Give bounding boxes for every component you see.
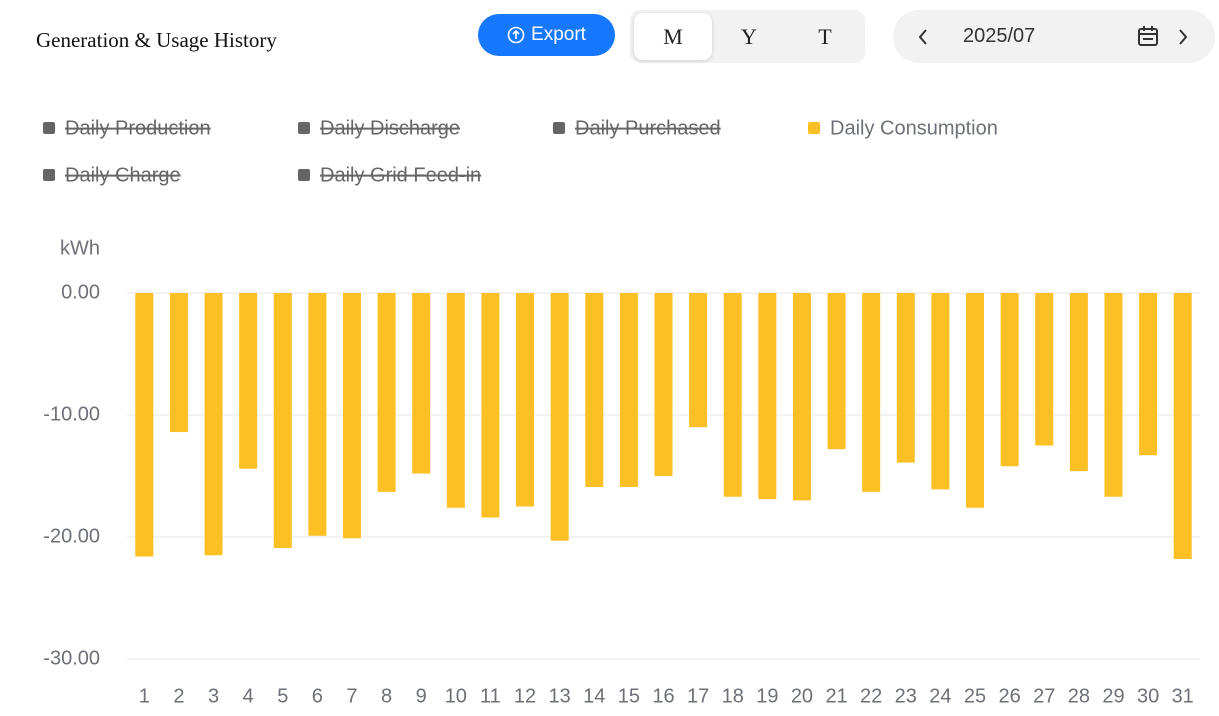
x-tick-label: 13	[549, 685, 571, 707]
bar	[239, 293, 258, 469]
x-tick-label: 12	[514, 685, 536, 707]
bar	[169, 293, 188, 433]
legend-label[interactable]: Daily Purchased	[575, 117, 721, 139]
x-tick-label: 7	[346, 685, 357, 707]
period-button[interactable]: M	[634, 13, 712, 60]
bar	[966, 293, 985, 508]
title: Generation & Usage History	[36, 28, 277, 52]
bar	[931, 293, 950, 490]
x-tick-label: 9	[416, 685, 427, 707]
bar	[1139, 293, 1158, 456]
calendar-icon[interactable]	[1136, 24, 1160, 48]
export-label: Export	[531, 24, 586, 45]
bar	[1069, 293, 1088, 472]
bar	[862, 293, 881, 492]
next-button[interactable]	[1177, 27, 1189, 47]
x-tick-label: 2	[173, 685, 184, 707]
y-axis-label: kWh	[60, 237, 100, 259]
bar	[792, 293, 811, 501]
bar	[585, 293, 604, 487]
bar	[896, 293, 915, 463]
legend-swatch[interactable]	[43, 122, 55, 134]
y-tick-label: -30.00	[43, 647, 100, 669]
x-tick-label: 1	[139, 685, 150, 707]
period-button[interactable]: T	[818, 23, 832, 49]
bar	[1104, 293, 1123, 497]
x-tick-label: 15	[618, 685, 640, 707]
legend-swatch[interactable]	[808, 122, 820, 134]
bar	[619, 293, 638, 487]
bar	[308, 293, 327, 536]
legend-label[interactable]: Daily Discharge	[320, 117, 460, 139]
legend-label[interactable]: Daily Consumption	[830, 117, 998, 139]
x-tick-label: 28	[1068, 685, 1090, 707]
export-button[interactable]: Export	[478, 14, 615, 56]
bar	[481, 293, 500, 518]
bar	[516, 293, 535, 507]
date-label[interactable]: 2025/07	[963, 25, 1036, 47]
x-tick-label: 26	[999, 685, 1021, 707]
bar	[550, 293, 569, 541]
x-tick-label: 27	[1033, 685, 1055, 707]
x-tick-label: 16	[652, 685, 674, 707]
bar	[1000, 293, 1019, 467]
bar	[1173, 293, 1192, 559]
bar	[412, 293, 431, 474]
x-tick-label: 24	[929, 685, 951, 707]
x-tick-label: 19	[756, 685, 778, 707]
x-tick-label: 5	[277, 685, 288, 707]
bar	[377, 293, 396, 492]
x-tick-label: 11	[480, 685, 501, 707]
export-icon	[507, 26, 525, 44]
y-tick-label: -10.00	[43, 403, 100, 425]
y-tick-label: 0.00	[61, 281, 100, 303]
bar	[446, 293, 465, 508]
x-tick-label: 3	[208, 685, 219, 707]
x-tick-label: 6	[312, 685, 323, 707]
x-tick-label: 30	[1137, 685, 1159, 707]
legend-label[interactable]: Daily Charge	[65, 164, 181, 186]
legend-swatch[interactable]	[298, 169, 310, 181]
bar	[827, 293, 846, 450]
legend-swatch[interactable]	[553, 122, 565, 134]
legend-swatch[interactable]	[298, 122, 310, 134]
bar	[689, 293, 708, 428]
bar	[654, 293, 673, 476]
x-tick-label: 31	[1172, 685, 1194, 707]
bar	[758, 293, 777, 500]
x-tick-label: 8	[381, 685, 392, 707]
x-tick-label: 20	[791, 685, 813, 707]
x-tick-label: 14	[583, 685, 605, 707]
legend-label[interactable]: Daily Production	[65, 117, 211, 139]
x-tick-label: 18	[722, 685, 744, 707]
prev-button[interactable]	[917, 27, 929, 47]
legend-swatch[interactable]	[43, 169, 55, 181]
period-button[interactable]: Y	[741, 23, 757, 49]
x-tick-label: 23	[895, 685, 917, 707]
x-tick-label: 10	[445, 685, 467, 707]
legend-label[interactable]: Daily Grid Feed-in	[320, 164, 481, 186]
bar	[723, 293, 742, 497]
x-tick-label: 29	[1102, 685, 1124, 707]
bar	[342, 293, 361, 539]
bar	[273, 293, 292, 548]
x-tick-label: 4	[243, 685, 254, 707]
y-tick-label: -20.00	[43, 525, 100, 547]
bar	[204, 293, 223, 556]
x-tick-label: 17	[687, 685, 709, 707]
bar	[135, 293, 154, 557]
x-tick-label: 22	[860, 685, 882, 707]
x-tick-label: 25	[964, 685, 986, 707]
bar	[1035, 293, 1054, 446]
date-picker: 2025/07	[893, 10, 1215, 63]
x-tick-label: 21	[825, 685, 847, 707]
